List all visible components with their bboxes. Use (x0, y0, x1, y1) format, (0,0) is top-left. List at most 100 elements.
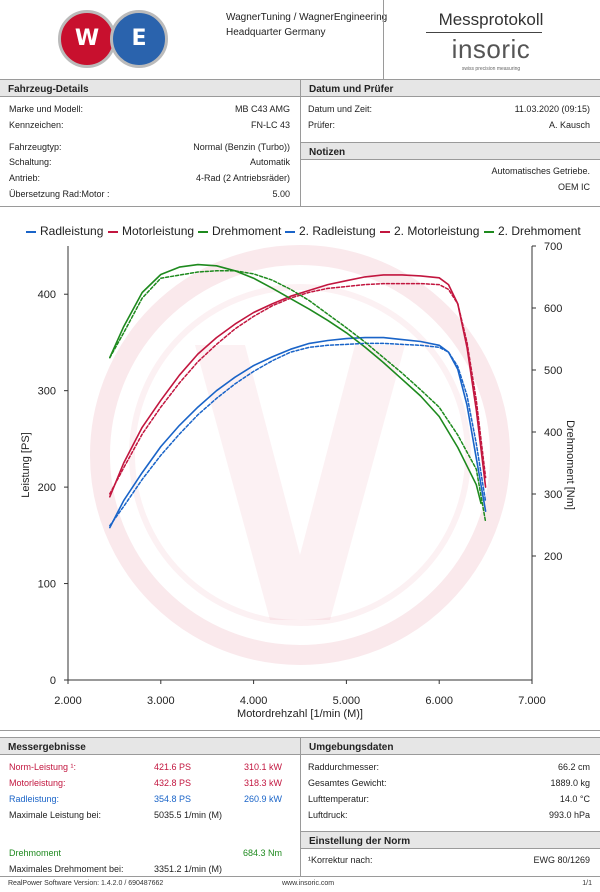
date-label-examiner: Prüfer: (308, 120, 336, 130)
notes-heading: Notizen (300, 142, 600, 160)
vehicle-value-ratio: 5.00 (272, 189, 290, 199)
env-value-air-temp: 14.0 °C (559, 794, 590, 804)
wheel-power-kw: 260.9 kW (243, 794, 282, 804)
vehicle-value-model: MB C43 AMG (234, 104, 290, 114)
footer-website[interactable]: www.insoric.com (282, 880, 335, 887)
env-value-air-pressure: 993.0 hPa (548, 810, 590, 820)
wheel-power-ps: 354.8 PS (154, 794, 192, 804)
y-tick-label-right: 700 (544, 241, 562, 253)
y-axis-label-left: Leistung [PS] (20, 432, 32, 497)
legend-2-drehmoment: 2. Drehmoment (484, 224, 581, 238)
series-line-2-drehmoment (109, 270, 487, 523)
chart-ticks: 2.000 3.000 4.000 5.000 6.000 7.000 0 100 200 300… (38, 241, 563, 707)
legend-motorleistung: Motorleistung (108, 224, 194, 238)
y-tick-label-right: 400 (544, 427, 562, 439)
y-tick-label-left: 200 (38, 482, 56, 494)
x-tick-label: 7.000 (518, 695, 546, 707)
series-line-drehmoment (109, 263, 482, 505)
norm-heading: Einstellung der Norm (300, 831, 600, 849)
legend-swatch-drehmoment (198, 230, 208, 233)
footer-software: RealPower Software Version: 1.4.2.0 / 69… (8, 880, 164, 887)
vehicle-label-transmission: Schaltung: (9, 157, 52, 167)
footer-page: 1/1 (582, 880, 592, 887)
y-tick-label-right: 600 (544, 303, 562, 315)
series-line-radleistung (109, 336, 487, 529)
legend-label-drehmoment: Drehmoment (212, 224, 282, 238)
vehicle-value-transmission: Automatik (249, 157, 290, 167)
series-line-2-motorleistung (109, 282, 487, 495)
norm-kw: 310.1 kW (243, 762, 282, 772)
vehicle-details-heading: Fahrzeug-Details (0, 79, 300, 97)
notes-line-2: OEM IC (557, 182, 590, 192)
x-tick-label: 2.000 (54, 695, 82, 707)
watermark-ring (90, 245, 510, 665)
motor-power-label: Motorleistung: (9, 778, 66, 788)
legend-2-motorleistung: 2. Motorleistung (380, 224, 479, 238)
results-heading: Messergebnisse (0, 737, 300, 755)
wagner-logo-e: E (110, 10, 168, 68)
max-power-rpm: 5035.5 1/min (M) (154, 810, 223, 820)
norm-correction-label: ¹Korrektur nach: (308, 855, 373, 865)
y-tick-label-left: 100 (38, 579, 56, 591)
y-tick-label-left: 0 (50, 675, 56, 687)
logo-letter-e: E (131, 26, 147, 51)
env-value-wheel-diameter: 66.2 cm (557, 762, 590, 772)
y-tick-label-right: 500 (544, 365, 562, 377)
legend-label-2-motorleistung: 2. Motorleistung (394, 224, 480, 238)
y-tick-label-right: 200 (544, 551, 562, 563)
x-tick-label: 3.000 (147, 695, 175, 707)
chart-series (109, 263, 487, 529)
torque-label: Drehmoment (9, 848, 62, 858)
legend-label-radleistung: Radleistung (40, 224, 104, 238)
max-power-label: Maximale Leistung bei: (9, 810, 102, 820)
y-axis-label-right: Drehmoment [Nm] (564, 420, 576, 510)
company-name: WagnerTuning / WagnerEngineering (226, 12, 388, 23)
motor-power-kw: 318.3 kW (243, 778, 282, 788)
norm-label: Norm-Leistung ¹: (9, 762, 77, 772)
wt-watermark (90, 245, 510, 665)
protocol-title: Messprotokoll (438, 10, 544, 29)
power-torque-chart: 2.000 3.000 4.000 5.000 6.000 7.000 0 100 200 300… (20, 241, 576, 720)
vehicle-label-type: Fahrzeugtyp: (9, 142, 62, 152)
legend-drehmoment: Drehmoment (198, 224, 281, 238)
x-tick-label: 6.000 (425, 695, 453, 707)
x-tick-label: 5.000 (333, 695, 361, 707)
series-line-motorleistung (109, 274, 487, 498)
max-torque-label: Maximales Drehmoment bei: (9, 864, 124, 874)
legend-swatch-motorleistung (108, 230, 118, 233)
insoric-tagline: swiss precision measuring (461, 66, 521, 72)
legend-swatch-radleistung (26, 230, 36, 233)
legend-label-2-radleistung: 2. Radleistung (299, 224, 376, 238)
legend-swatch-2-radleistung (285, 230, 295, 233)
y-tick-label-left: 400 (38, 289, 56, 301)
company-info: WagnerTuning / WagnerEngineering Headqua… (226, 10, 387, 40)
norm-ps: 421.6 PS (154, 762, 192, 772)
legend-label-motorleistung: Motorleistung (122, 224, 195, 238)
notes-line-1: Automatisches Getriebe. (491, 166, 590, 176)
insoric-logo: insoric (451, 34, 531, 64)
env-label-air-pressure: Luftdruck: (308, 810, 348, 820)
vehicle-label-plate: Kennzeichen: (9, 120, 64, 130)
company-location: Headquarter Germany (226, 27, 326, 38)
vehicle-value-plate: FN-LC 43 (250, 120, 290, 130)
legend-label-2-drehmoment: 2. Drehmoment (498, 224, 581, 238)
legend-radleistung: Radleistung (26, 224, 103, 238)
vehicle-label-ratio: Übersetzung Rad:Motor : (9, 189, 110, 199)
y-tick-label-left: 300 (38, 386, 56, 398)
x-axis-label: Motordrehzahl [1/min (M)] (237, 708, 363, 720)
vehicle-value-type: Normal (Benzin (Turbo)) (193, 142, 290, 152)
environment-heading: Umgebungsdaten (300, 737, 600, 755)
legend-swatch-2-drehmoment (484, 230, 494, 233)
max-torque-rpm: 3351.2 1/min (M) (154, 864, 223, 874)
watermark-w-shape (195, 345, 405, 620)
logo-letter-w: W (74, 26, 100, 51)
series-line-2-radleistung (109, 342, 487, 527)
x-tick-label: 4.000 (240, 695, 268, 707)
env-label-wheel-diameter: Raddurchmesser: (308, 762, 380, 772)
legend-2-radleistung: 2. Radleistung (285, 224, 376, 238)
wheel-power-label: Radleistung: (9, 794, 60, 804)
env-label-air-temp: Lufttemperatur: (308, 794, 370, 804)
date-heading: Datum und Prüfer (300, 79, 600, 97)
wagner-logo-w: W (58, 10, 116, 68)
chart-axes (64, 245, 536, 684)
